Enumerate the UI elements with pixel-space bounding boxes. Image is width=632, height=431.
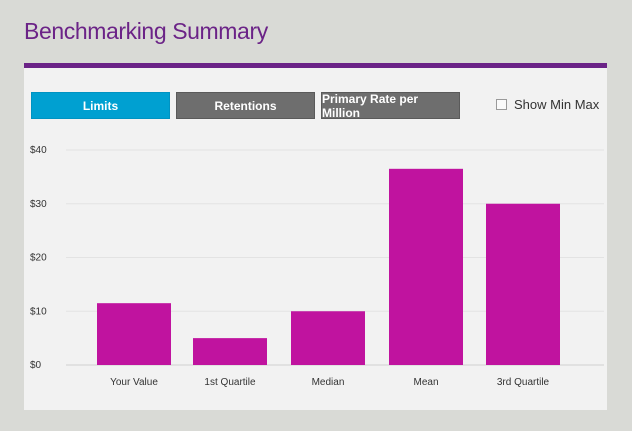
benchmark-panel: Limits Retentions Primary Rate per Milli… xyxy=(24,68,607,410)
y-tick-label: $10 xyxy=(30,306,47,317)
x-category-label: Mean xyxy=(413,377,438,388)
show-min-max-label: Show Min Max xyxy=(514,97,600,112)
bar-mean[interactable] xyxy=(389,168,463,365)
x-category-label: 3rd Quartile xyxy=(497,377,550,388)
y-tick-label: $40 xyxy=(30,145,47,156)
x-category-label: 1st Quartile xyxy=(204,377,256,388)
bars xyxy=(97,168,560,365)
y-tick-label: $0 xyxy=(30,360,42,371)
tab-limits[interactable]: Limits xyxy=(31,92,170,119)
bar-chart: $0 $10 $20 $30 $40 Your Value 1st Quartile Med… xyxy=(30,145,604,388)
x-category-label: Your Value xyxy=(110,377,158,388)
show-min-max-toggle[interactable]: Show Min Max xyxy=(496,97,599,112)
page-title: Benchmarking Summary xyxy=(24,18,268,44)
bar-median[interactable] xyxy=(291,311,365,365)
tab-primary-rate-per-million[interactable]: Primary Rate per Million xyxy=(321,92,460,120)
title-divider xyxy=(24,63,607,68)
tab-retentions[interactable]: Retentions xyxy=(176,92,315,119)
bar-your-value[interactable] xyxy=(97,303,171,365)
x-axis-categories: Your Value 1st Quartile Median Mean 3rd Quar… xyxy=(110,377,549,388)
y-tick-label: $20 xyxy=(30,253,47,264)
show-min-max-checkbox[interactable] xyxy=(496,99,507,110)
bar-1st-quartile[interactable] xyxy=(193,338,267,365)
y-tick-label: $30 xyxy=(30,199,47,210)
bar-3rd-quartile[interactable] xyxy=(486,203,560,365)
y-axis-ticks: $0 $10 $20 $30 $40 xyxy=(30,145,47,371)
x-category-label: Median xyxy=(312,377,345,388)
